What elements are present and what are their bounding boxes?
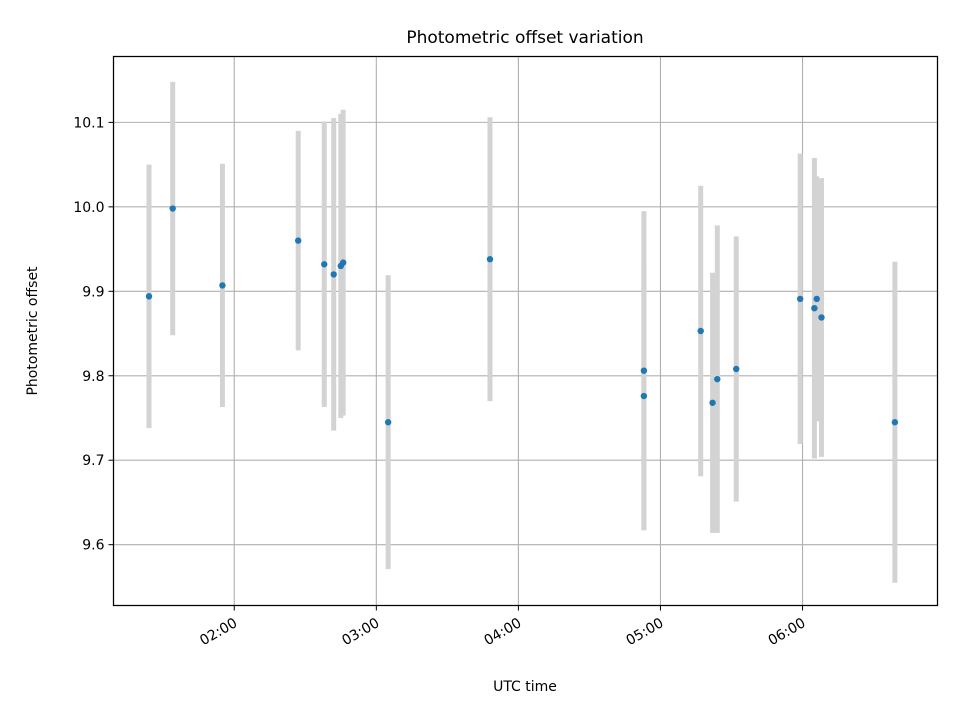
- y-tick-label: 9.8: [82, 369, 104, 385]
- data-point: [640, 392, 648, 400]
- data-point: [733, 365, 740, 373]
- y-tick-label: 10.0: [73, 200, 104, 216]
- data-point: [709, 399, 716, 406]
- data-point: [796, 295, 804, 303]
- data-point: [169, 205, 176, 212]
- data-point: [330, 271, 337, 278]
- data-point: [697, 327, 704, 335]
- data-point: [811, 304, 818, 312]
- data-point: [145, 293, 153, 300]
- plot-frame: [112, 55, 939, 607]
- data-point: [640, 367, 648, 374]
- data-point: [714, 375, 721, 383]
- data-point: [813, 295, 820, 303]
- data-point: [339, 259, 347, 266]
- y-tick-label: 10.1: [73, 115, 104, 131]
- x-axis-label: UTC time: [493, 679, 557, 695]
- data-point: [486, 256, 494, 263]
- data-point: [384, 419, 392, 426]
- data-point: [891, 419, 899, 426]
- y-axis-label: Photometric offset: [25, 266, 41, 396]
- data-point: [219, 282, 226, 289]
- data-point: [321, 261, 328, 268]
- point-layer: [145, 205, 899, 426]
- y-tick-label: 9.6: [82, 538, 104, 554]
- y-tick-label: 9.9: [82, 284, 104, 300]
- data-point: [294, 237, 302, 244]
- y-tick-label: 9.7: [82, 453, 104, 469]
- data-point: [818, 314, 825, 321]
- chart-title: Photometric offset variation: [406, 28, 643, 48]
